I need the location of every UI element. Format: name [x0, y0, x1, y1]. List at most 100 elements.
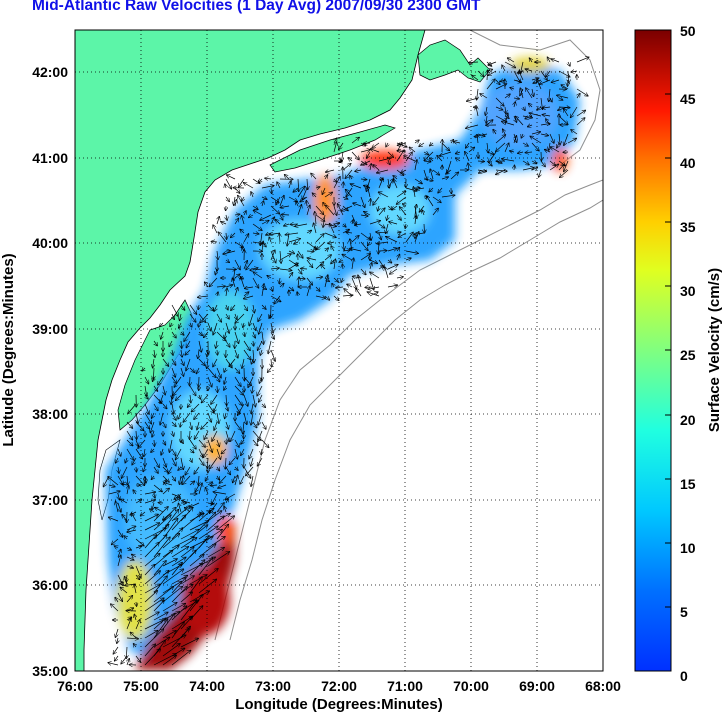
velocity-vector	[277, 182, 280, 189]
velocity-vector	[485, 106, 487, 115]
velocity-vector	[212, 430, 218, 441]
velocity-vector	[171, 629, 189, 648]
velocity-vector	[326, 205, 335, 216]
velocity-vector	[189, 575, 207, 585]
velocity-vector	[564, 133, 569, 145]
velocity-vector	[171, 494, 180, 497]
velocity-vector	[252, 233, 259, 234]
velocity-vector	[342, 254, 353, 261]
velocity-vector	[253, 304, 254, 313]
velocity-vector	[216, 516, 234, 531]
velocity-vector	[486, 160, 492, 166]
velocity-vector	[550, 98, 552, 102]
velocity-vector	[360, 268, 366, 275]
velocity-vector	[367, 292, 380, 297]
velocity-vector	[315, 212, 316, 225]
velocity-vector	[226, 403, 228, 411]
velocity-vector	[540, 134, 548, 136]
velocity-vector	[525, 152, 533, 153]
velocity-vector	[234, 218, 239, 225]
velocity-vector	[259, 376, 262, 383]
velocity-vector	[504, 143, 509, 153]
x-tick-label: 68:00	[585, 678, 621, 694]
velocity-vector	[115, 628, 118, 637]
velocity-vector	[219, 475, 227, 483]
velocity-vector	[306, 259, 313, 267]
velocity-vector	[414, 232, 419, 243]
velocity-vector	[126, 448, 134, 460]
velocity-vector	[136, 466, 137, 472]
velocity-vector	[207, 349, 208, 357]
velocity-vector	[477, 70, 484, 77]
velocity-vector	[198, 349, 199, 359]
velocity-vector	[113, 646, 119, 654]
y-tick-label: 35:00	[32, 663, 68, 679]
velocity-vector	[221, 448, 227, 454]
velocity-vector	[217, 250, 218, 260]
velocity-vector	[153, 600, 164, 612]
velocity-vector	[200, 313, 209, 323]
velocity-vector	[564, 109, 569, 117]
velocity-vector	[190, 457, 192, 462]
velocity-vector	[404, 156, 416, 162]
velocity-vector	[189, 439, 196, 449]
velocity-vector	[144, 514, 158, 522]
velocity-vector	[297, 292, 298, 297]
velocity-vector	[115, 598, 118, 603]
velocity-vector	[576, 110, 585, 117]
velocity-vector	[477, 135, 478, 144]
velocity-vector	[502, 121, 515, 126]
velocity-vector	[351, 137, 359, 144]
shelf-contour	[214, 179, 603, 641]
velocity-vector	[261, 304, 266, 309]
velocity-vector	[253, 210, 263, 216]
velocity-vector	[207, 457, 208, 468]
velocity-vector	[430, 169, 434, 180]
velocity-vector	[280, 206, 290, 208]
velocity-vector	[135, 620, 140, 630]
velocity-vector	[153, 515, 171, 531]
velocity-vector	[549, 160, 555, 166]
velocity-vector	[284, 224, 290, 226]
velocity-vector	[369, 259, 377, 263]
velocity-vector	[510, 88, 515, 89]
velocity-vector	[153, 618, 166, 630]
velocity-vector	[424, 223, 425, 233]
velocity-vector	[396, 191, 406, 198]
x-tick-label: 70:00	[453, 678, 489, 694]
velocity-vector	[364, 212, 371, 216]
plot-frame	[74, 29, 604, 672]
velocity-vector	[172, 430, 174, 436]
velocity-vector	[378, 208, 385, 216]
velocity-vector	[233, 475, 235, 483]
velocity-vector	[415, 205, 417, 216]
velocity-vector	[267, 276, 272, 278]
velocity-vector	[270, 268, 279, 269]
velocity-vector	[342, 205, 348, 211]
velocity-vector	[350, 248, 362, 252]
velocity-vector	[373, 165, 380, 171]
velocity-vector	[178, 467, 181, 470]
velocity-vector	[180, 547, 194, 558]
velocity-vector	[243, 292, 249, 297]
velocity-vector	[155, 508, 164, 513]
velocity-vector	[355, 224, 362, 225]
velocity-vector	[557, 142, 559, 148]
velocity-vector	[234, 367, 240, 373]
velocity-vector	[295, 223, 308, 226]
velocity-vector	[136, 601, 137, 606]
velocity-vector	[355, 170, 362, 171]
velocity-vector	[244, 295, 254, 299]
velocity-vector	[217, 412, 219, 423]
velocity-vector	[127, 475, 128, 485]
velocity-vector	[135, 421, 144, 431]
velocity-vector	[432, 208, 438, 216]
velocity-vector	[144, 644, 155, 657]
velocity-vector	[396, 150, 404, 162]
velocity-vector	[225, 412, 226, 419]
velocity-vector	[243, 304, 247, 311]
velocity-vector	[171, 412, 176, 420]
velocity-vector	[249, 448, 254, 459]
velocity-vector	[207, 358, 208, 368]
velocity-vector	[339, 260, 343, 262]
